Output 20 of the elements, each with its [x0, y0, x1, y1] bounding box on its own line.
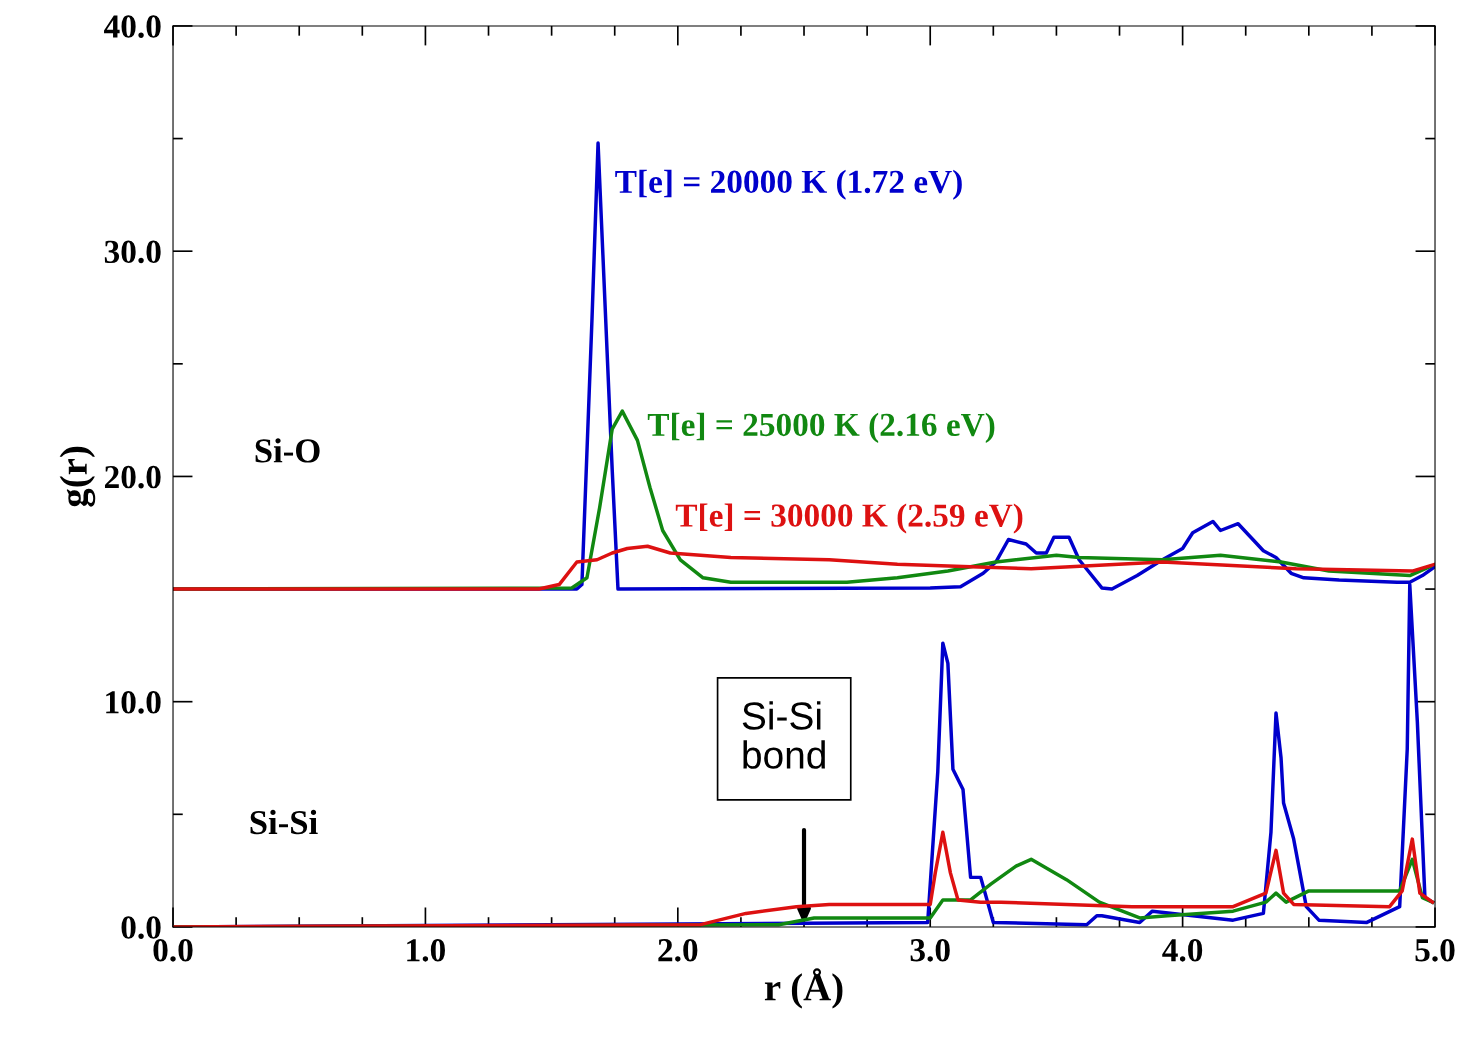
x-tick-label: 0.0	[153, 939, 193, 962]
x-tick-label: 5.0	[1415, 939, 1455, 962]
series-label: T[e] = 20000 K (1.72 eV)	[615, 169, 962, 200]
series-label: T[e] = 25000 K (2.16 eV)	[647, 412, 995, 443]
x-tick-label: 2.0	[658, 939, 698, 962]
y-tick-label: 0.0	[121, 916, 161, 939]
line-series	[173, 544, 1436, 591]
x-tick-label: 3.0	[910, 939, 950, 962]
y-tick-label: 20.0	[104, 465, 161, 489]
y-tick-label: 30.0	[104, 240, 161, 264]
y-tick-label: 40.0	[104, 15, 161, 38]
y-axis-title: g(r)	[59, 446, 96, 507]
annotation: Si-Si bond	[742, 701, 825, 769]
series-label: T[e] = 30000 K (2.59 eV)	[675, 503, 1023, 534]
x-axis-title: r (Å)	[764, 968, 843, 1009]
x-tick-label: 4.0	[1162, 939, 1203, 962]
x-tick-label: 1.0	[407, 939, 445, 962]
annotation: Si-O	[255, 438, 320, 463]
annotation: Si-Si	[250, 809, 318, 835]
y-tick-label: 10.0	[106, 691, 161, 714]
